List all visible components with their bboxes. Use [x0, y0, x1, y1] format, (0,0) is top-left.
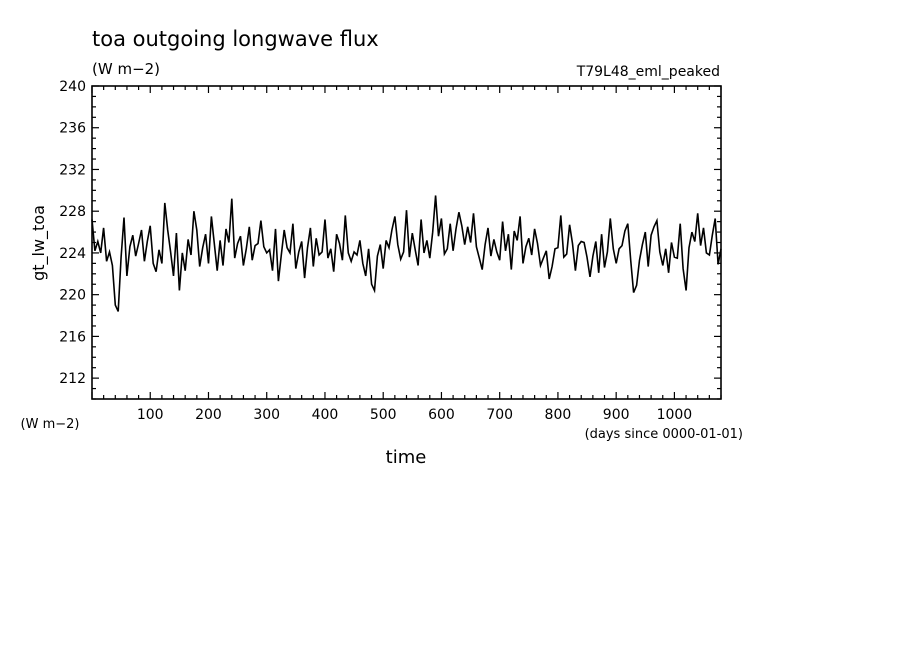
- x-tick-label: 600: [428, 407, 455, 423]
- y-tick-label: 232: [59, 162, 86, 178]
- y-axis-units: (W m−2): [21, 417, 80, 432]
- y-axis-label: gt_lw_toa: [29, 205, 49, 281]
- x-axis-units: (days since 0000-01-01): [585, 427, 743, 442]
- y-tick-label: 216: [59, 329, 86, 345]
- axis-ticks: [91, 85, 722, 400]
- x-axis-label: time: [386, 447, 427, 468]
- x-tick-labels: 100 200 300 400 500 600 700 800 900 1000: [137, 407, 692, 423]
- x-tick-label: 200: [195, 407, 222, 423]
- x-tick-label: 500: [370, 407, 397, 423]
- y-tick-label: 224: [59, 246, 86, 262]
- x-tick-label: 400: [312, 407, 339, 423]
- y-tick-label: 220: [59, 288, 86, 304]
- chart-title: toa outgoing longwave flux: [92, 27, 379, 51]
- x-tick-label: 900: [603, 407, 630, 423]
- plot-frame: [91, 85, 722, 400]
- y-tick-label: 240: [59, 79, 86, 95]
- x-tick-label: 1000: [657, 407, 693, 423]
- y-tick-label: 212: [59, 371, 86, 387]
- x-tick-label: 100: [137, 407, 164, 423]
- y-tick-label: 228: [59, 204, 86, 220]
- x-tick-label: 300: [253, 407, 280, 423]
- series-line-gt-lw-toa: [91, 195, 722, 312]
- run-label: T79L48_eml_peaked: [576, 64, 720, 80]
- chart-subtitle: (W m−2): [92, 60, 160, 78]
- y-tick-label: 236: [59, 121, 86, 137]
- y-tick-labels: 212 216 220 224 228 232 236 240: [59, 79, 86, 387]
- x-tick-label: 800: [545, 407, 572, 423]
- x-tick-label: 700: [486, 407, 513, 423]
